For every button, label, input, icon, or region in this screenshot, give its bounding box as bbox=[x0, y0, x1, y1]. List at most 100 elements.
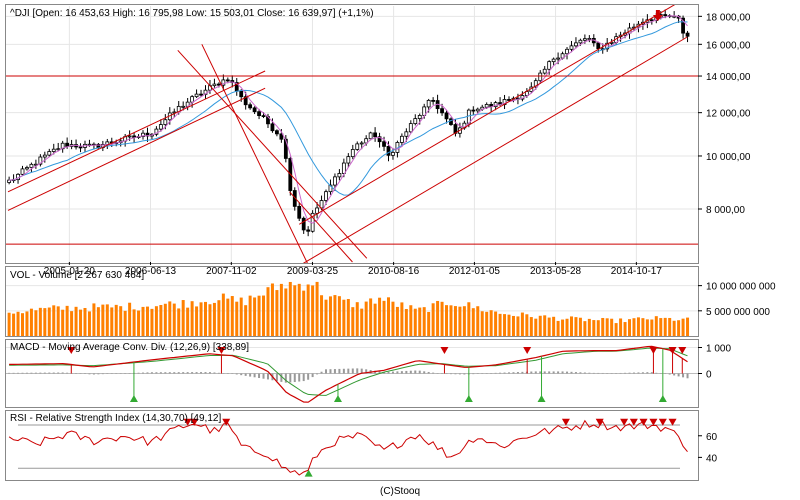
macd-buy-marker-icon bbox=[333, 395, 342, 402]
macd-sell-marker-icon bbox=[678, 347, 687, 354]
copyright-footer: (C)Stooq bbox=[380, 486, 420, 497]
volume-bar bbox=[306, 284, 310, 336]
candle-body bbox=[270, 123, 275, 132]
rsi-overbought-marker-icon bbox=[629, 418, 638, 426]
volume-bar bbox=[119, 306, 123, 336]
macd-histogram-bar bbox=[231, 373, 234, 374]
macd-histogram-bar bbox=[266, 373, 269, 380]
rsi-overbought-marker-icon bbox=[639, 418, 648, 426]
volume-bar bbox=[262, 295, 266, 336]
candle-body bbox=[243, 96, 248, 106]
macd-histogram-bar bbox=[316, 373, 319, 375]
macd-histogram-bar bbox=[128, 373, 131, 374]
macd-histogram-bar bbox=[650, 372, 653, 374]
volume-bar bbox=[333, 295, 337, 336]
macd-histogram-bar bbox=[476, 373, 479, 374]
volume-bar bbox=[217, 300, 221, 336]
volume-bar bbox=[230, 296, 234, 336]
volume-bar bbox=[253, 297, 257, 336]
candle-body bbox=[181, 105, 186, 108]
volume-bar bbox=[534, 318, 538, 336]
macd-histogram-bar bbox=[110, 373, 113, 374]
rsi-overbought-marker-icon bbox=[190, 418, 199, 426]
macd-histogram-bar bbox=[356, 368, 359, 374]
candle-body bbox=[582, 38, 587, 41]
volume-bar bbox=[159, 305, 163, 336]
candle-body bbox=[426, 99, 431, 108]
volume-layer: 5 000 000 000 10 000 000 000 bbox=[6, 282, 776, 336]
candle-body bbox=[431, 99, 436, 102]
rsi-chart-title: RSI - Relative Strength Index (14,30,70)… bbox=[10, 413, 221, 424]
macd-histogram-bar bbox=[195, 372, 198, 374]
macd-histogram-bar bbox=[258, 373, 261, 379]
x-tick-label: 2006-06-13 bbox=[125, 266, 177, 277]
volume-bar bbox=[369, 298, 373, 336]
macd-histogram-bar bbox=[624, 372, 627, 374]
volume-bar bbox=[583, 321, 587, 336]
macd-histogram-bar bbox=[347, 368, 350, 374]
volume-bar bbox=[596, 320, 600, 336]
macd-buy-marker-icon bbox=[129, 395, 138, 402]
rsi-line bbox=[8, 419, 688, 476]
volume-bar bbox=[346, 299, 350, 336]
volume-bar bbox=[565, 318, 569, 336]
candle-body bbox=[681, 17, 685, 34]
macd-histogram-bar bbox=[521, 371, 524, 374]
macd-histogram-bar bbox=[298, 373, 301, 382]
candle-body bbox=[324, 191, 328, 201]
volume-bar bbox=[507, 314, 511, 336]
rsi-overbought-marker-icon bbox=[668, 418, 677, 426]
macd-histogram-bar bbox=[686, 373, 689, 379]
volume-bar bbox=[150, 308, 154, 336]
volume-bar bbox=[668, 317, 672, 336]
candle-body bbox=[56, 148, 61, 151]
macd-histogram-bar bbox=[543, 371, 546, 374]
candle-body bbox=[127, 135, 132, 138]
candle-body bbox=[212, 83, 217, 87]
volume-bar bbox=[168, 301, 172, 336]
macd-histogram-bar bbox=[485, 373, 488, 374]
volume-bar bbox=[378, 297, 382, 336]
volume-bar bbox=[92, 303, 96, 336]
volume-bar bbox=[391, 301, 395, 336]
volume-bar bbox=[587, 318, 591, 336]
macd-histogram-bar bbox=[262, 373, 265, 379]
volume-bar bbox=[87, 311, 91, 336]
rsi-panel bbox=[5, 410, 699, 481]
volume-bar bbox=[199, 302, 203, 336]
volume-bar bbox=[315, 281, 319, 336]
volume-bar bbox=[663, 317, 667, 336]
volume-chart-title: VOL - Volume [2 267 630 464] bbox=[10, 270, 144, 281]
volume-bar bbox=[654, 316, 658, 336]
macd-histogram-bar bbox=[508, 372, 511, 374]
volume-bar bbox=[190, 301, 194, 336]
macd-histogram-bar bbox=[566, 371, 569, 374]
macd-histogram-bar bbox=[244, 373, 247, 376]
macd-histogram-bar bbox=[655, 372, 658, 374]
volume-bar bbox=[538, 315, 542, 336]
y-tick-label: 14 000,00 bbox=[706, 72, 751, 83]
candle-body bbox=[484, 104, 489, 108]
rsi-overbought-marker-icon bbox=[183, 418, 192, 426]
trend-line bbox=[7, 87, 266, 211]
volume-bar bbox=[101, 304, 105, 336]
volume-bar bbox=[279, 283, 283, 336]
volume-bar bbox=[226, 298, 230, 336]
volume-bar bbox=[543, 315, 547, 336]
macd-histogram-bar bbox=[423, 371, 426, 374]
candle-body bbox=[199, 93, 203, 96]
volume-bar bbox=[525, 314, 529, 336]
candle-body bbox=[574, 42, 578, 47]
volume-bar bbox=[302, 290, 306, 336]
volume-bar bbox=[70, 311, 74, 336]
volume-bar bbox=[79, 309, 83, 336]
volume-y-tick-label: 5 000 000 000 bbox=[706, 307, 770, 318]
volume-bar bbox=[212, 302, 216, 336]
candle-body bbox=[221, 79, 226, 86]
macd-histogram-bar bbox=[12, 372, 15, 374]
volume-bar bbox=[449, 305, 453, 336]
volume-bar bbox=[681, 318, 685, 336]
volume-bar bbox=[409, 305, 413, 336]
candle-body bbox=[399, 135, 404, 143]
candle-body bbox=[29, 163, 34, 168]
